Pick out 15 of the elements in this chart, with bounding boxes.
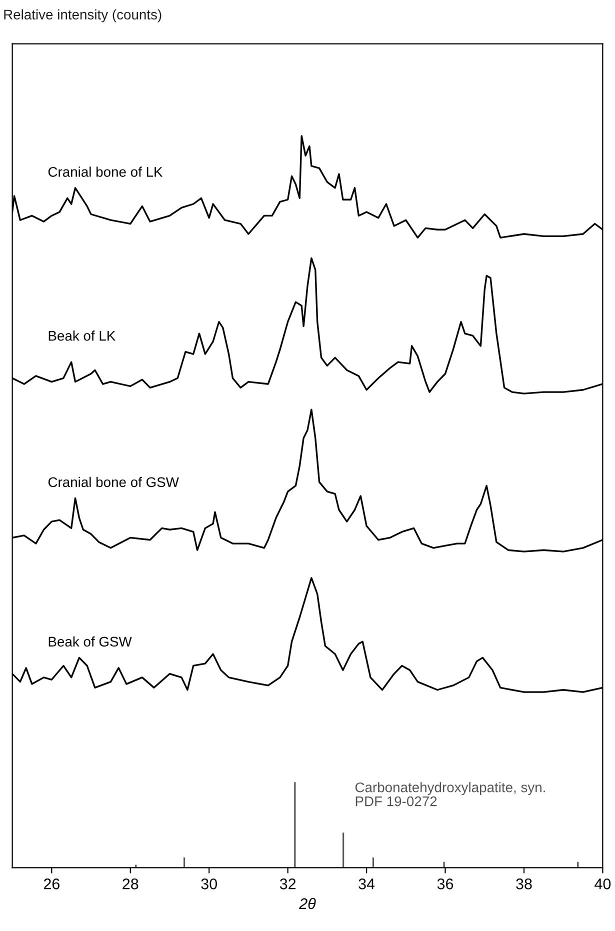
x-tick-label: 28: [122, 878, 138, 890]
text: Carbonatehydroxylapatite, syn. PDF 19-0272: [355, 782, 545, 806]
text: Relative intensity (counts): [4, 9, 162, 22]
text: Beak of LK: [48, 330, 116, 341]
x-tick-label: 32: [280, 878, 296, 890]
x-tick-label: 40: [594, 878, 611, 890]
series-label: Beak of GSW: [48, 636, 132, 647]
x-tick-label: 30: [201, 878, 217, 890]
x-tick-label: 34: [358, 878, 375, 890]
text: Cranial bone of LK: [48, 166, 163, 177]
x-tick-label: 26: [44, 878, 60, 890]
x-tick-label: 36: [437, 878, 454, 890]
x-tick-label: 38: [516, 878, 532, 890]
text: Cranial bone of GSW: [48, 476, 179, 488]
x-axis-title: 2θ: [299, 898, 316, 910]
